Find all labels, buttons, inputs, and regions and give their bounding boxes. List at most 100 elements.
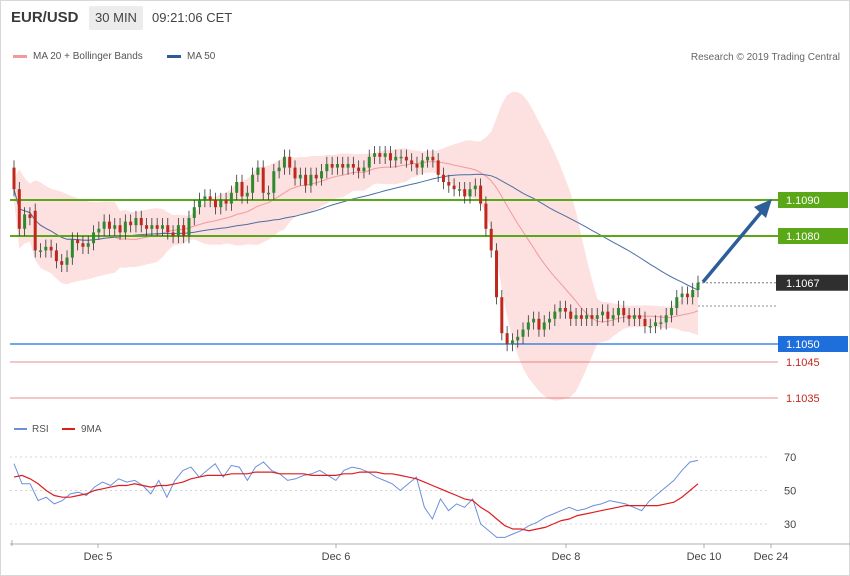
candle-body: [33, 210, 37, 251]
candle-body: [293, 167, 297, 179]
candle-body: [192, 207, 196, 218]
candle-body: [479, 185, 483, 204]
level-label-1-1050: 1.1050: [786, 339, 820, 351]
candle-body: [495, 250, 499, 298]
candle-body: [436, 160, 440, 175]
candle-body: [39, 250, 43, 252]
candle-body: [685, 293, 689, 298]
level-label-1-1035: 1.1035: [786, 393, 820, 405]
candle-body: [420, 160, 424, 168]
candle-body: [410, 160, 414, 164]
candle-body: [208, 196, 212, 200]
candle-body: [219, 200, 223, 208]
candle-body: [145, 225, 149, 229]
ma50-swatch: [167, 55, 181, 58]
candle-body: [107, 221, 111, 229]
candle-body: [500, 297, 504, 334]
candle-body: [351, 164, 355, 168]
candle-body: [537, 318, 541, 330]
candle-body: [309, 174, 313, 186]
candle-body: [563, 308, 567, 312]
candle-body: [314, 174, 318, 179]
candle-body: [638, 315, 642, 319]
candle-body: [548, 318, 552, 323]
candle-body: [415, 164, 419, 168]
candle-body: [574, 315, 578, 319]
candle-body: [229, 192, 233, 204]
candle-body: [452, 185, 456, 190]
candle-body: [113, 225, 117, 229]
x-tick-label: Dec 10: [687, 551, 722, 563]
candle-body: [394, 156, 398, 161]
candle-body: [171, 232, 175, 236]
candle-body: [256, 167, 260, 175]
candle-body: [330, 164, 334, 168]
rsi-tick-label: 70: [784, 452, 796, 464]
legend-ma20: MA 20 + Bollinger Bands: [13, 51, 143, 62]
candle-body: [426, 156, 430, 161]
candle-body: [129, 221, 133, 226]
candle-body: [643, 318, 647, 326]
candle-body: [553, 311, 557, 319]
level-label-1-1080: 1.1080: [786, 231, 820, 243]
candle-body: [431, 156, 435, 161]
candle-body: [399, 156, 403, 159]
candle-body: [198, 200, 202, 208]
candle-body: [155, 225, 159, 229]
candle-body: [542, 322, 546, 330]
candle-body: [102, 221, 106, 229]
candle-body: [622, 308, 626, 316]
symbol-label: EUR/USD: [11, 9, 79, 26]
candle-body: [320, 171, 324, 179]
candle-body: [97, 228, 101, 233]
x-tick-label: Dec 6: [322, 551, 351, 563]
candle-body: [463, 189, 467, 197]
candle-body: [335, 164, 339, 168]
x-tick-label: Dec 5: [84, 551, 113, 563]
candle-body: [76, 239, 80, 244]
ma20-label: MA 20 + Bollinger Bands: [33, 51, 143, 62]
rsi-tick-label: 50: [784, 486, 796, 498]
candle-body: [696, 282, 700, 290]
candle-body: [664, 315, 668, 323]
candle-body: [675, 297, 679, 308]
candle-body: [373, 153, 377, 157]
candle-body: [187, 218, 191, 236]
candle-body: [235, 182, 239, 193]
candle-body: [505, 333, 509, 344]
candle-body: [346, 164, 350, 168]
candle-body: [362, 167, 366, 172]
candle-body: [654, 322, 658, 326]
candle-body: [60, 261, 64, 265]
candle-body: [606, 311, 610, 319]
candle-body: [267, 192, 271, 195]
candle-body: [70, 239, 74, 258]
candle-body: [213, 200, 217, 208]
candle-body: [627, 315, 631, 319]
candle-body: [245, 192, 249, 197]
candle-body: [304, 174, 308, 186]
ma50-label: MA 50: [187, 51, 216, 62]
candle-body: [691, 290, 695, 298]
ma20-swatch: [13, 55, 27, 58]
candle-body: [298, 174, 302, 179]
candle-body: [28, 214, 32, 218]
candle-body: [388, 153, 392, 161]
candle-body: [240, 182, 244, 197]
candle-body: [251, 174, 255, 193]
level-box-1-1050: [778, 336, 848, 352]
candle-body: [521, 329, 525, 337]
candle-body: [569, 311, 573, 319]
candle-body: [341, 164, 345, 168]
level-label-1-1045: 1.1045: [786, 357, 820, 369]
timeframe-button[interactable]: 30 MIN: [89, 6, 143, 30]
candle-body: [150, 225, 154, 229]
candle-body: [468, 189, 472, 197]
candle-body: [632, 315, 636, 319]
candle-body: [489, 228, 493, 251]
candle-body: [378, 153, 382, 157]
rsi-legend-label: RSI: [32, 424, 49, 435]
candle-body: [86, 243, 90, 247]
candle-body: [680, 293, 684, 298]
candle-body: [23, 214, 27, 229]
